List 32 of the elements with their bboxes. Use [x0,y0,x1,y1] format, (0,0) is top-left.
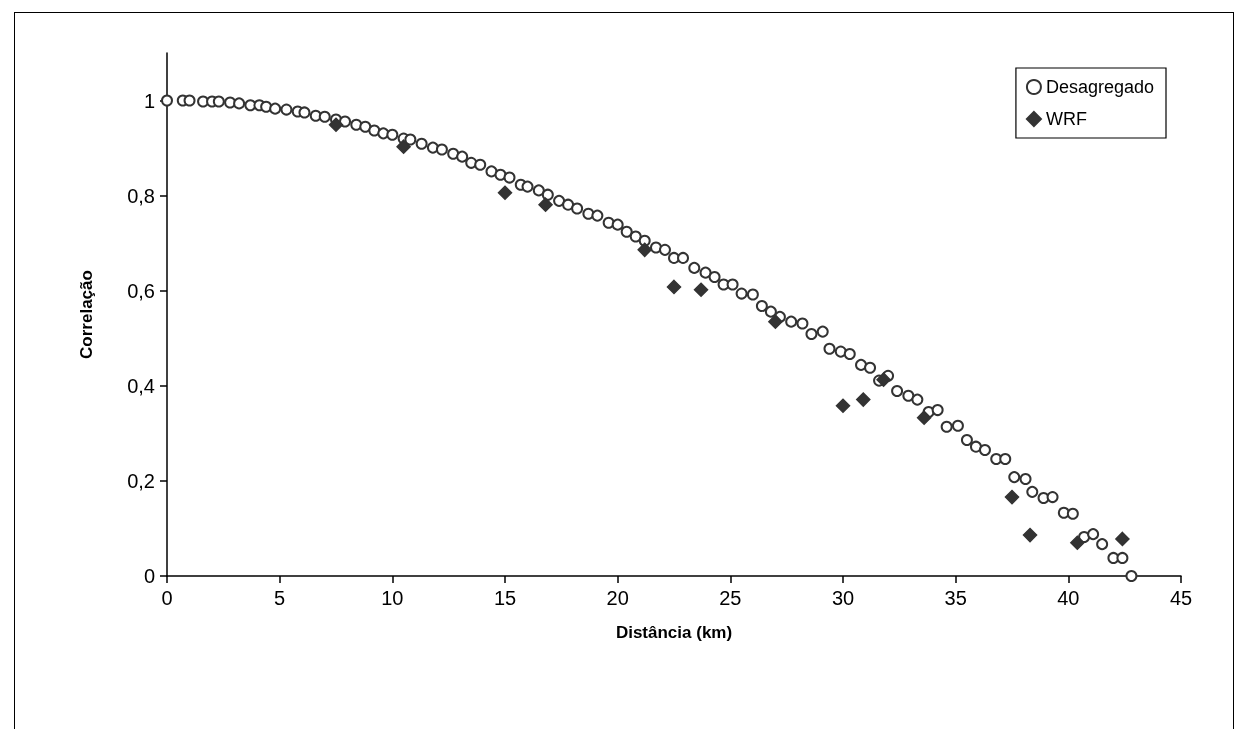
point [835,398,851,414]
x-tick-label: 15 [493,587,517,609]
point [1115,531,1130,547]
point [1022,527,1038,543]
x-tick-label: 25 [719,587,742,609]
y-tick-label: 0,2 [127,469,155,492]
x-tick-label: 30 [831,587,855,609]
point [1070,535,1085,550]
x-tick-label: 5 [274,587,286,609]
point [1004,489,1020,505]
y-tick-label: 0 [143,565,155,587]
x-tick-label: 0 [161,587,173,609]
y-tick-label: 0,8 [127,184,155,207]
x-tick-label: 35 [944,587,967,609]
legend-label: Desagregado [1045,77,1155,97]
y-axis-title: Correlação [77,270,96,359]
point [637,242,652,258]
point [693,282,709,298]
y-tick-label: 0,4 [127,374,155,397]
y-tick-label: 1 [143,89,155,112]
point [666,279,682,295]
point [328,117,344,133]
x-tick-label: 20 [606,587,629,609]
point [856,392,871,407]
legend-label: WRF [1045,109,1087,129]
x-axis-title: Distância (km) [615,623,733,642]
point [497,185,513,201]
point [538,197,553,212]
x-tick-label: 45 [1169,587,1193,609]
x-tick-label: 10 [381,587,404,609]
x-tick-label: 40 [1057,587,1080,609]
y-tick-label: 0,6 [127,279,155,302]
